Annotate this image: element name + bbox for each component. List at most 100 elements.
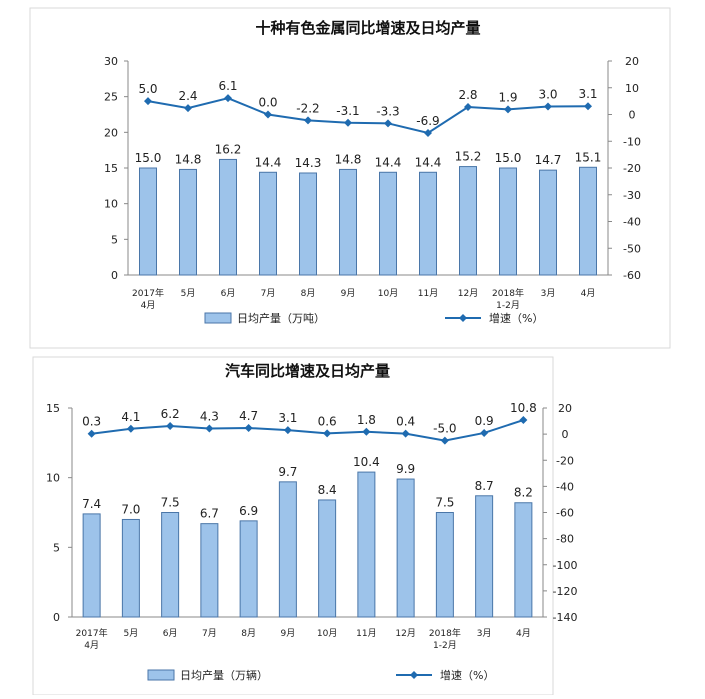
bar-value-label: 7.5 — [161, 496, 180, 510]
category-label: 4月 — [581, 288, 596, 299]
category-label: 12月 — [395, 628, 415, 639]
category-label: 11月 — [418, 288, 438, 299]
right-tick-label: -30 — [623, 189, 641, 202]
right-tick-label: -120 — [553, 585, 578, 598]
line-point — [166, 422, 175, 431]
category-label: 4月 — [84, 640, 99, 651]
category-label: 9月 — [281, 628, 296, 639]
line-value-label: -2.2 — [296, 101, 319, 115]
line-value-label: 3.0 — [538, 87, 557, 101]
line-point — [480, 428, 489, 437]
bar — [579, 166, 597, 276]
category-label: 4月 — [141, 300, 156, 311]
right-tick-label: -10 — [623, 135, 641, 148]
line-value-label: -6.9 — [416, 114, 439, 128]
bar-value-label: 14.4 — [255, 155, 282, 169]
bar-value-label: 14.3 — [295, 156, 322, 170]
line-point — [344, 118, 352, 127]
bar-value-label: 7.0 — [121, 502, 140, 516]
line-value-label: 4.1 — [121, 410, 140, 424]
category-label: 10月 — [378, 288, 398, 299]
legend-bar-swatch — [204, 312, 232, 324]
bar-value-label: 15.2 — [455, 150, 482, 164]
category-label: 10月 — [317, 628, 337, 639]
legend-line-label: 增速（%） — [489, 311, 543, 325]
line-point — [304, 116, 312, 125]
line-value-label: 3.1 — [578, 87, 597, 101]
legend-diamond-icon — [410, 671, 418, 679]
chart-2: 汽车同比增速及日均产量 0 5 10 15 20 0 -20 -40 -60 -80 -100 -120… — [32, 356, 578, 696]
legend-bar-label: 日均产量（万吨） — [237, 311, 325, 325]
right-tick-label: 0 — [629, 109, 636, 122]
left-tick-label: 5 — [53, 541, 60, 554]
growth-line — [91, 419, 524, 442]
left-tick-label: 30 — [104, 55, 118, 68]
bar-value-label: 10.4 — [353, 455, 380, 469]
category-label: 7月 — [261, 288, 276, 299]
bar-value-label: 6.9 — [239, 504, 258, 518]
bar — [179, 168, 197, 276]
line-point — [87, 429, 96, 438]
category-label: 2018年 — [492, 287, 524, 299]
bar — [499, 167, 517, 276]
line-value-label: 0.3 — [82, 415, 101, 429]
line-point — [323, 429, 332, 438]
growth-line — [147, 97, 589, 135]
line-point — [519, 416, 528, 425]
bar-value-label: 8.2 — [514, 486, 533, 500]
chart-title: 汽车同比增速及日均产量 — [225, 362, 390, 380]
line-point — [205, 424, 214, 433]
right-tick-label: -60 — [623, 269, 641, 282]
line-point — [224, 94, 232, 103]
category-label: 6月 — [163, 628, 178, 639]
bar — [82, 513, 101, 618]
line-value-label: 2.8 — [458, 88, 477, 102]
category-label: 2017年 — [132, 287, 164, 299]
line-point — [440, 436, 449, 445]
left-tick-label: 10 — [104, 198, 118, 211]
right-tick-label: -100 — [553, 559, 578, 572]
line-value-label: 10.8 — [510, 401, 537, 415]
bar-value-label: 14.8 — [335, 152, 362, 166]
line-point — [126, 424, 135, 433]
bar-value-label: 9.9 — [396, 462, 415, 476]
bar-value-label: 8.7 — [475, 479, 494, 493]
line-value-label: 0.6 — [318, 414, 337, 428]
legend-bar-swatch — [147, 669, 175, 681]
line-point — [424, 128, 432, 137]
bar-value-label: 14.4 — [415, 155, 442, 169]
line-point — [544, 102, 552, 111]
bar-value-label: 15.1 — [575, 150, 602, 164]
right-tick-label: 20 — [558, 402, 572, 415]
right-tick-label: 10 — [625, 82, 639, 95]
category-label: 8月 — [301, 288, 316, 299]
left-tick-label: 5 — [111, 233, 118, 246]
left-tick-label: 15 — [104, 162, 118, 175]
left-tick-label: 20 — [104, 126, 118, 139]
bar-value-label: 14.7 — [535, 153, 562, 167]
category-label: 8月 — [241, 628, 256, 639]
right-tick-label: -20 — [623, 162, 641, 175]
category-label: 7月 — [202, 628, 217, 639]
left-tick-label: 10 — [46, 472, 60, 485]
bar — [379, 171, 397, 276]
line-value-label: 0.9 — [475, 414, 494, 428]
category-label: 2017年 — [76, 627, 108, 639]
right-tick-label: -80 — [556, 533, 574, 546]
chart-1: 十种有色金属同比增速及日均产量 0 5 10 15 20 25 30 20 10 0 -10 -20 -3… — [29, 7, 671, 349]
line-point — [264, 110, 272, 119]
line-value-label: 2.4 — [178, 89, 197, 103]
category-label: 1-2月 — [496, 300, 520, 311]
right-tick-label: 0 — [562, 428, 569, 441]
category-label: 4月 — [516, 628, 531, 639]
line-point — [244, 423, 253, 432]
category-label: 9月 — [341, 288, 356, 299]
bar-value-label: 7.5 — [435, 496, 454, 510]
line-point — [504, 105, 512, 114]
bar-value-label: 6.7 — [200, 507, 219, 521]
bar-value-label: 7.4 — [82, 497, 101, 511]
line-value-label: 1.8 — [357, 413, 376, 427]
line-point — [144, 97, 152, 106]
line-point — [584, 102, 592, 111]
